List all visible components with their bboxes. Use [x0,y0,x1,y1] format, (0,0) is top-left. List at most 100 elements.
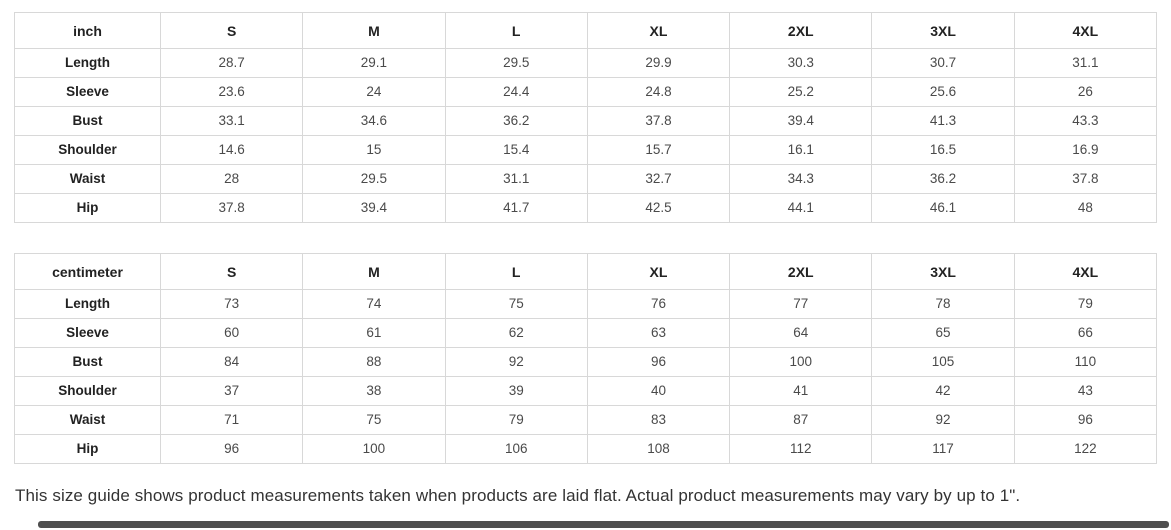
size-table-header-row: inch S M L XL 2XL 3XL 4XL [14,12,1158,49]
size-table-header-row: centimeter S M L XL 2XL 3XL 4XL [14,253,1158,290]
measure-value-cell: 30.3 [729,48,873,78]
measure-row-label: Bust [14,347,161,377]
horizontal-scrollbar[interactable] [0,520,1171,530]
measure-value-cell: 41.7 [444,193,588,223]
table-row: Sleeve 23.6 24 24.4 24.8 25.2 25.6 26 [14,77,1158,107]
measure-value-cell: 71 [159,405,304,435]
measure-value-cell: 36.2 [444,106,588,136]
unit-header-cell: centimeter [14,253,161,290]
measure-value-cell: 75 [302,405,446,435]
measure-value-cell: 25.6 [871,77,1015,107]
measure-value-cell: 24 [302,77,446,107]
measure-value-cell: 60 [159,318,304,348]
measure-value-cell: 96 [586,347,731,377]
measure-value-cell: 75 [444,289,588,319]
measure-value-cell: 46.1 [871,193,1015,223]
measure-row-label: Length [14,48,161,78]
measure-value-cell: 41.3 [871,106,1015,136]
measure-value-cell: 92 [871,405,1015,435]
size-column-header: XL [586,12,731,49]
size-table-inch: inch S M L XL 2XL 3XL 4XL Length 28.7 29.1 29.5 29.9… [14,12,1158,223]
table-row: Bust 33.1 34.6 36.2 37.8 39.4 41.3 43.3 [14,106,1158,136]
measure-value-cell: 31.1 [444,164,588,194]
measure-value-cell: 28.7 [159,48,304,78]
measure-value-cell: 26 [1013,77,1158,107]
measure-value-cell: 36.2 [871,164,1015,194]
measure-value-cell: 112 [729,434,873,464]
measure-value-cell: 34.6 [302,106,446,136]
table-row: Bust 84 88 92 96 100 105 110 [14,347,1158,377]
size-guide-note: This size guide shows product measuremen… [15,486,1021,505]
size-column-header: L [444,253,588,290]
measure-value-cell: 110 [1013,347,1158,377]
measure-value-cell: 88 [302,347,446,377]
measure-value-cell: 65 [871,318,1015,348]
size-column-header: 2XL [729,253,873,290]
measure-value-cell: 100 [302,434,446,464]
measure-value-cell: 31.1 [1013,48,1158,78]
measure-value-cell: 96 [1013,405,1158,435]
measure-value-cell: 79 [1013,289,1158,319]
measure-value-cell: 96 [159,434,304,464]
measure-value-cell: 122 [1013,434,1158,464]
measure-value-cell: 79 [444,405,588,435]
measure-row-label: Hip [14,193,161,223]
measure-value-cell: 41 [729,376,873,406]
size-column-header: S [159,12,304,49]
size-column-header: 2XL [729,12,873,49]
measure-row-label: Length [14,289,161,319]
measure-value-cell: 84 [159,347,304,377]
table-row: Waist 28 29.5 31.1 32.7 34.3 36.2 37.8 [14,164,1158,194]
size-column-header: L [444,12,588,49]
measure-value-cell: 34.3 [729,164,873,194]
measure-row-label: Sleeve [14,318,161,348]
measure-value-cell: 38 [302,376,446,406]
measure-value-cell: 76 [586,289,731,319]
size-column-header: 3XL [871,253,1015,290]
measure-value-cell: 16.9 [1013,135,1158,165]
size-column-header: 4XL [1013,12,1158,49]
measure-value-cell: 42.5 [586,193,731,223]
measure-value-cell: 32.7 [586,164,731,194]
measure-value-cell: 39.4 [302,193,446,223]
measure-value-cell: 43 [1013,376,1158,406]
measure-row-label: Waist [14,405,161,435]
size-column-header: XL [586,253,731,290]
unit-header-cell: inch [14,12,161,49]
measure-value-cell: 24.8 [586,77,731,107]
table-row: Hip 37.8 39.4 41.7 42.5 44.1 46.1 48 [14,193,1158,223]
measure-value-cell: 16.5 [871,135,1015,165]
measure-value-cell: 23.6 [159,77,304,107]
size-column-header: 4XL [1013,253,1158,290]
table-row: Hip 96 100 106 108 112 117 122 [14,434,1158,464]
measure-row-label: Shoulder [14,135,161,165]
measure-value-cell: 100 [729,347,873,377]
measure-value-cell: 48 [1013,193,1158,223]
measure-value-cell: 15 [302,135,446,165]
measure-value-cell: 24.4 [444,77,588,107]
measure-value-cell: 74 [302,289,446,319]
measure-value-cell: 63 [586,318,731,348]
table-row: Length 73 74 75 76 77 78 79 [14,289,1158,319]
measure-row-label: Waist [14,164,161,194]
measure-value-cell: 108 [586,434,731,464]
measure-row-label: Shoulder [14,376,161,406]
measure-value-cell: 29.9 [586,48,731,78]
size-column-header: S [159,253,304,290]
measure-value-cell: 25.2 [729,77,873,107]
size-table-centimeter: centimeter S M L XL 2XL 3XL 4XL Length 73 74 75 76 77… [14,253,1158,464]
measure-value-cell: 92 [444,347,588,377]
measure-value-cell: 40 [586,376,731,406]
measure-value-cell: 15.4 [444,135,588,165]
horizontal-scrollbar-thumb[interactable] [38,521,1169,528]
measure-value-cell: 83 [586,405,731,435]
measure-value-cell: 16.1 [729,135,873,165]
measure-value-cell: 29.1 [302,48,446,78]
measure-value-cell: 43.3 [1013,106,1158,136]
size-column-header: M [302,12,446,49]
table-row: Waist 71 75 79 83 87 92 96 [14,405,1158,435]
measure-value-cell: 33.1 [159,106,304,136]
measure-value-cell: 78 [871,289,1015,319]
measure-value-cell: 37 [159,376,304,406]
measure-value-cell: 117 [871,434,1015,464]
